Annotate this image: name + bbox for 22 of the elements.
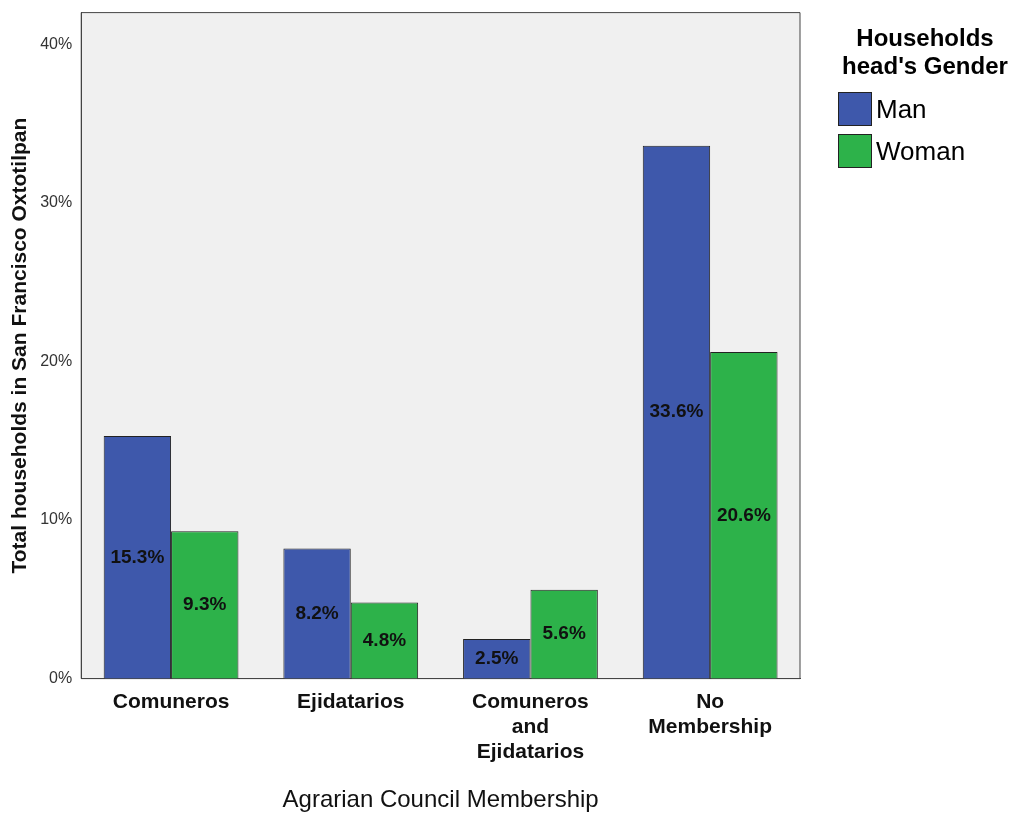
x-axis-title: Agrarian Council Membership xyxy=(282,785,599,813)
y-tick-label: 40% xyxy=(40,34,73,52)
data-label: 20.6% xyxy=(716,503,771,525)
data-label: 4.8% xyxy=(362,628,407,650)
x-tick-label: Comuneros xyxy=(112,689,230,712)
y-tick-label: 20% xyxy=(40,351,73,369)
data-label: 9.3% xyxy=(183,593,227,615)
x-tick-label: Ejidatarios xyxy=(297,689,405,712)
data-label: 8.2% xyxy=(295,601,339,623)
y-tick-label: 0% xyxy=(49,669,73,687)
y-tick-label: 30% xyxy=(40,193,73,211)
y-axis-title: Total households in San Francisco Oxtotilpan xyxy=(7,117,31,574)
data-label: 15.3% xyxy=(110,545,165,567)
x-tick-label: No Membership xyxy=(648,689,772,738)
legend-label: Woman xyxy=(876,135,966,167)
data-label: 33.6% xyxy=(649,400,704,422)
data-label: 5.6% xyxy=(542,622,586,644)
legend-title: Households head's Gender xyxy=(841,24,1009,80)
legend-label: Man xyxy=(876,93,927,125)
y-tick-label: 10% xyxy=(40,510,73,528)
x-tick-label: Comuneros and Ejidatarios xyxy=(472,689,589,763)
data-label: 2.5% xyxy=(475,647,519,669)
